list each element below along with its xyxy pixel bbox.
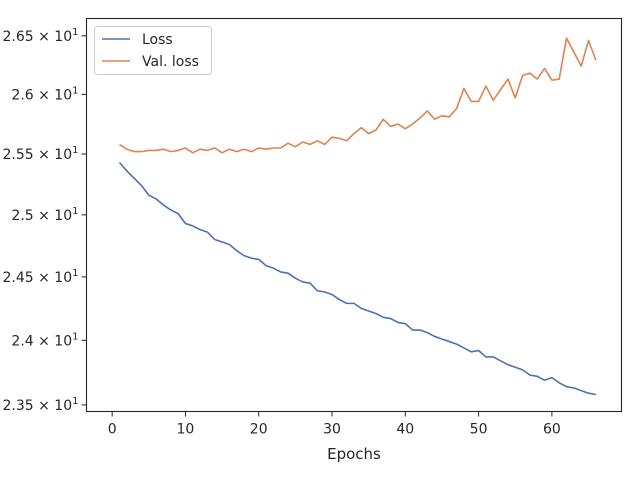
x-tick-label: 60 [543, 422, 561, 438]
y-tick-label: 2.5 × 101 [11, 206, 78, 224]
y-tick-label: 2.45 × 101 [3, 268, 79, 286]
x-tick-label: 50 [470, 422, 488, 438]
x-axis-label: Epochs [327, 445, 381, 463]
y-tick-label: 2.6 × 101 [11, 85, 78, 103]
x-tick-label: 30 [323, 422, 341, 438]
series-layer [118, 37, 597, 396]
legend-label-loss: Loss [142, 32, 173, 48]
series-line-loss [118, 161, 596, 396]
legend-label-val-loss: Val. loss [142, 54, 199, 70]
y-tick-label: 2.35 × 101 [3, 396, 79, 414]
y-tick-label: 2.4 × 101 [11, 331, 78, 349]
y-tick-label: 2.65 × 101 [3, 27, 79, 45]
y-ticks: 2.35 × 101 2.4 × 101 2.45 × 101 2.5 × 101 2.… [3, 27, 87, 414]
x-tick-label: 20 [250, 422, 268, 438]
x-tick-label: 40 [396, 422, 414, 438]
x-tick-label: 0 [108, 422, 117, 438]
plot-frame [85, 17, 623, 413]
x-tick-label: 10 [177, 422, 195, 438]
y-tick-label: 2.55 × 101 [3, 145, 79, 163]
series-line-val-loss [119, 37, 597, 154]
x-ticks: 0 10 20 30 40 50 60 [108, 411, 561, 438]
legend: Loss Val. loss [94, 26, 212, 75]
